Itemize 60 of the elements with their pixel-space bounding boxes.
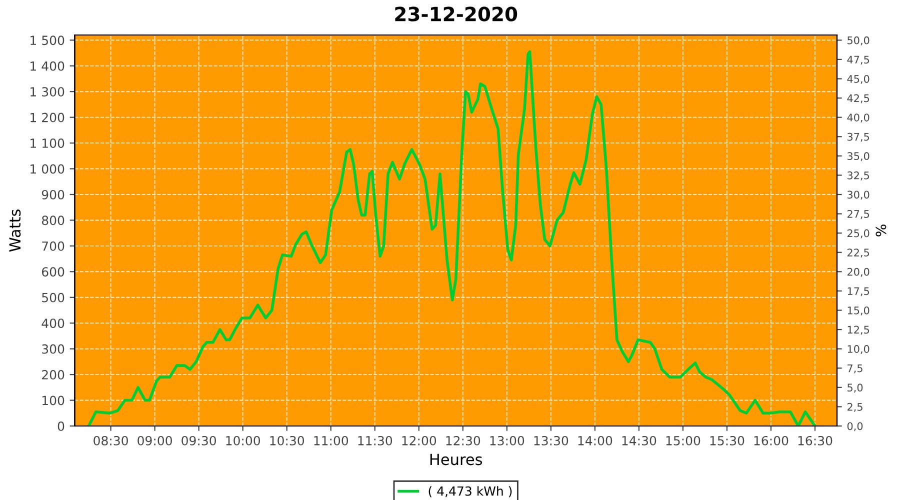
y2-axis-title: % <box>876 224 886 236</box>
y2-tick-label: 22,5 <box>847 248 870 258</box>
legend-label: ( 4,473 kWh ) <box>428 486 512 498</box>
x-tick-label: 10:30 <box>270 436 304 446</box>
y2-tick-label: 40,0 <box>847 114 870 123</box>
y2-tick-label: 17,5 <box>848 287 870 296</box>
y2-tick-label: 2,5 <box>847 402 862 412</box>
y2-tick-label: 25,0 <box>847 229 870 238</box>
y-tick-label: 1 300 <box>30 87 64 97</box>
y2-tick-label: 37,5 <box>848 132 870 142</box>
y-tick-label: 600 <box>42 267 64 277</box>
y-tick-label: 300 <box>42 344 64 354</box>
y-tick-label: 400 <box>42 318 64 328</box>
x-tick-label: 09:00 <box>138 436 172 446</box>
x-tick-label: 16:30 <box>798 436 832 446</box>
y-tick-label: 1 100 <box>30 138 64 148</box>
x-tick-label: 15:00 <box>666 436 700 446</box>
y2-tick-label: 45,0 <box>847 74 870 84</box>
y2-tick-label: 35,0 <box>848 152 870 162</box>
x-tick-label: 11:00 <box>314 436 348 446</box>
chart-title: 23-12-2020 <box>395 6 518 22</box>
y2-tick-label: 7,5 <box>848 364 862 374</box>
x-tick-label: 13:00 <box>490 436 524 446</box>
y2-tick-label: 10,0 <box>848 345 870 354</box>
x-tick-label: 11:30 <box>358 436 392 446</box>
y-axis-title: Watts <box>9 210 21 252</box>
y2-tick-label: 42,5 <box>847 94 870 104</box>
x-tick-label: 09:30 <box>182 436 216 446</box>
x-tick-label: 15:30 <box>710 436 744 446</box>
y2-tick-label: 15,0 <box>848 306 870 316</box>
y2-tick-label: 0,0 <box>847 422 863 432</box>
x-tick-label: 14:30 <box>622 436 656 446</box>
y2-tick-label: 20,0 <box>847 268 870 277</box>
y-tick-label: 700 <box>42 241 64 251</box>
y-tick-label: 200 <box>42 370 64 380</box>
x-tick-label: 14:00 <box>578 436 612 446</box>
y2-tick-label: 30,0 <box>848 190 870 200</box>
y-tick-label: 500 <box>42 292 64 302</box>
y2-tick-label: 32,5 <box>848 171 870 180</box>
y-tick-label: 1 500 <box>30 36 64 46</box>
y2-tick-label: 27,5 <box>847 210 870 219</box>
y2-tick-label: 50,0 <box>848 36 870 46</box>
y2-tick-label: 12,5 <box>848 326 870 335</box>
y2-tick-label: 47,5 <box>847 56 870 65</box>
x-tick-label: 12:00 <box>402 436 436 446</box>
line-series <box>87 50 816 426</box>
y2-tick-label: 5,0 <box>848 384 863 393</box>
y-tick-label: 800 <box>42 216 64 226</box>
x-tick-label: 13:30 <box>534 436 568 446</box>
y-tick-label: 900 <box>42 190 64 200</box>
y-tick-label: 1 200 <box>30 112 64 122</box>
x-tick-label: 16:00 <box>754 436 788 446</box>
x-axis-title: Heures <box>430 454 482 466</box>
x-tick-label: 10:00 <box>226 436 260 446</box>
y-tick-label: 1 000 <box>30 164 64 174</box>
y-tick-label: 0 <box>58 421 64 431</box>
y-tick-label: 100 <box>42 396 64 406</box>
y-tick-label: 1 400 <box>30 61 64 71</box>
x-tick-label: 12:30 <box>446 436 480 446</box>
x-tick-label: 08:30 <box>94 436 128 446</box>
